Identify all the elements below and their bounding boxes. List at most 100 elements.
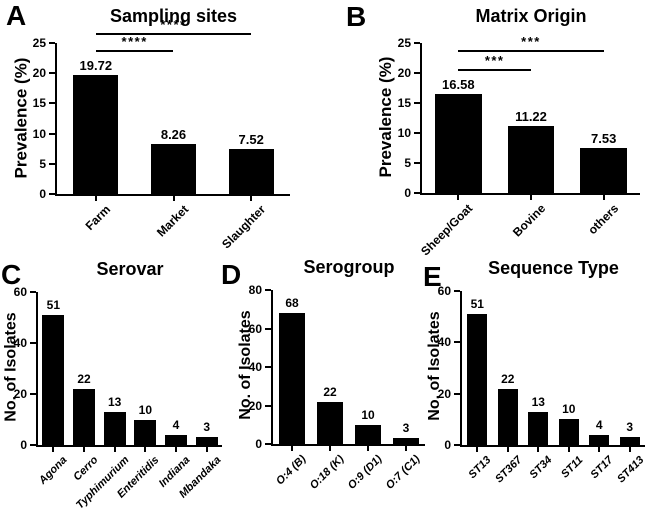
panel-letter-d: D (221, 259, 242, 290)
y-tick (265, 289, 271, 291)
y-tick (414, 72, 420, 74)
bar (279, 313, 305, 444)
x-tick (52, 447, 55, 452)
bar-value-label: 51 (470, 297, 484, 312)
x-tick (144, 447, 147, 452)
y-tick-label: 10 (397, 126, 411, 140)
x-tick (83, 447, 85, 452)
y-tick (454, 444, 460, 446)
significance-line (458, 49, 604, 52)
y-tick-label: 40 (248, 360, 262, 374)
bar-value-label: 19.72 (79, 57, 113, 73)
x-tick (172, 196, 175, 201)
y-tick (454, 392, 460, 395)
bar (558, 419, 579, 445)
bar-value-label: 51 (46, 297, 60, 312)
y-tick (454, 290, 460, 292)
y-tick (30, 393, 36, 395)
bar-value-label: 3 (203, 420, 210, 435)
bar (42, 314, 65, 445)
chart-title: Serogroup (303, 257, 395, 277)
panel-letter-b: B (346, 1, 367, 32)
panel-letter-e: E (423, 261, 442, 292)
bar-value-label: 7.52 (238, 131, 264, 147)
y-tick (49, 132, 55, 135)
y-tick (414, 42, 420, 44)
x-tick (537, 447, 540, 452)
bar (134, 419, 157, 445)
y-tick (414, 192, 420, 194)
bar-value-label: 68 (285, 296, 299, 311)
y-tick (265, 443, 271, 445)
bar-value-label: 4 (172, 417, 180, 432)
bar (150, 144, 196, 194)
y-tick-label: 0 (404, 186, 411, 200)
y-tick (454, 341, 460, 344)
plot-area (271, 290, 425, 446)
bar-value-label: 8.26 (160, 127, 187, 143)
y-tick-label: 20 (13, 387, 27, 401)
y-tick-label: 0 (444, 438, 451, 452)
x-tick (476, 447, 479, 452)
x-tick (628, 447, 631, 452)
x-tick (602, 195, 605, 200)
y-tick-label: 20 (397, 66, 411, 80)
bar (228, 148, 274, 194)
y-tick-label: 15 (397, 96, 411, 110)
y-tick-label: 5 (404, 156, 411, 170)
y-tick-label: 0 (20, 438, 27, 452)
bar (195, 437, 218, 445)
y-tick (414, 132, 420, 134)
y-tick-label: 0 (39, 187, 46, 201)
significance-line (95, 50, 174, 53)
panel-letter-a: A (6, 0, 27, 31)
bar-value-label: 3 (626, 420, 634, 435)
bar (497, 388, 518, 445)
chart-title: Serovar (96, 259, 164, 279)
bar (73, 74, 119, 194)
y-tick (49, 102, 55, 105)
panel-letter-c: C (1, 259, 22, 290)
y-tick-label: 40 (13, 336, 27, 350)
significance-stars: *** (484, 52, 505, 68)
bar-value-label: 22 (323, 384, 337, 399)
bar-value-label: 16.58 (442, 76, 475, 92)
x-tick (291, 446, 293, 451)
x-tick (205, 447, 208, 452)
y-tick-label: 10 (32, 126, 46, 141)
bar-value-label: 10 (138, 402, 152, 417)
significance-stars: **** (121, 34, 148, 50)
y-tick (265, 366, 271, 368)
significance-stars: *** (521, 33, 541, 49)
y-tick-label: 80 (248, 283, 262, 297)
x-tick (113, 447, 116, 452)
bar-value-label: 22 (77, 371, 91, 386)
y-tick (49, 72, 55, 75)
x-tick (250, 196, 253, 201)
plot-area (36, 292, 222, 447)
bar-value-label: 3 (402, 421, 410, 436)
y-tick (30, 444, 36, 446)
bar (580, 147, 627, 193)
chart-title: Sampling sites (109, 6, 238, 26)
bar-value-label: 4 (595, 417, 603, 432)
y-tick-label: 25 (397, 36, 411, 50)
bar (619, 437, 640, 445)
y-tick (265, 404, 271, 407)
x-tick (175, 447, 177, 452)
bar (528, 411, 549, 445)
bar-value-label: 7.53 (591, 130, 617, 146)
y-tick (49, 42, 55, 44)
bar (467, 314, 488, 445)
chart-title: Matrix Origin (475, 6, 587, 26)
y-tick (265, 327, 271, 330)
y-tick (49, 162, 55, 165)
y-tick (414, 162, 420, 164)
y-tick-label: 15 (32, 96, 46, 111)
bar-value-label: 13 (107, 394, 122, 409)
y-tick (30, 291, 36, 293)
x-tick (329, 446, 331, 451)
